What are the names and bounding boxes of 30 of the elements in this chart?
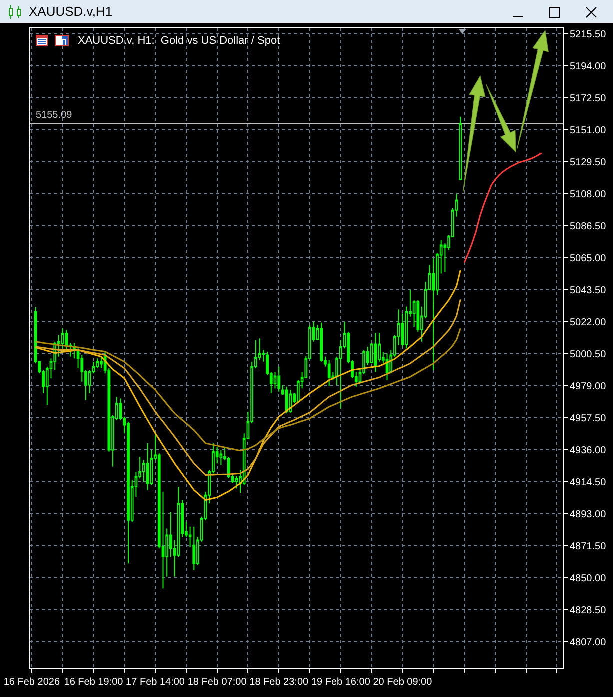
y-tick-label: 4828.50 <box>570 605 607 616</box>
x-tick-label: 17 Feb 14:00 <box>126 677 186 688</box>
y-tick-label: 5151.00 <box>570 125 607 136</box>
x-tick-label: 18 Feb 07:00 <box>188 677 248 688</box>
y-tick-label: 5065.00 <box>570 253 607 264</box>
y-tick-label: 5043.50 <box>570 285 607 296</box>
chart-title: XAUUSD.v,H1 <box>29 4 113 19</box>
y-tick-label: 4914.50 <box>570 477 607 488</box>
x-tick-label: 18 Feb 23:00 <box>250 677 310 688</box>
y-tick-label: 5194.00 <box>570 61 607 72</box>
y-tick-label: 5086.50 <box>570 221 607 232</box>
y-tick-label: 4957.50 <box>570 413 607 424</box>
y-tick-label: 5108.00 <box>570 189 607 200</box>
text: XAUUSD.v, H1: Gold vs US Dollar / Spot <box>78 35 280 47</box>
y-tick-label: 4979.00 <box>570 381 607 392</box>
y-tick-label: 5022.00 <box>570 317 607 328</box>
y-tick-label: 4807.00 <box>570 637 607 648</box>
x-tick-label: 16 Feb 2026 <box>4 677 60 688</box>
y-tick-label: 4936.00 <box>570 445 607 456</box>
y-tick-label: 4871.50 <box>570 541 607 552</box>
y-tick-label: 5172.50 <box>570 93 607 104</box>
y-tick-label: 4850.00 <box>570 573 607 584</box>
ref-line-label: 5155.09 <box>36 110 73 121</box>
x-tick-label: 16 Feb 19:00 <box>64 677 124 688</box>
x-tick-label: 20 Feb 09:00 <box>373 677 433 688</box>
y-tick-label: 5129.50 <box>570 157 607 168</box>
y-tick-label: 5215.50 <box>570 29 607 40</box>
y-tick-label: 5000.50 <box>570 349 607 360</box>
y-tick-label: 4893.00 <box>570 509 607 520</box>
x-tick-label: 19 Feb 16:00 <box>311 677 371 688</box>
